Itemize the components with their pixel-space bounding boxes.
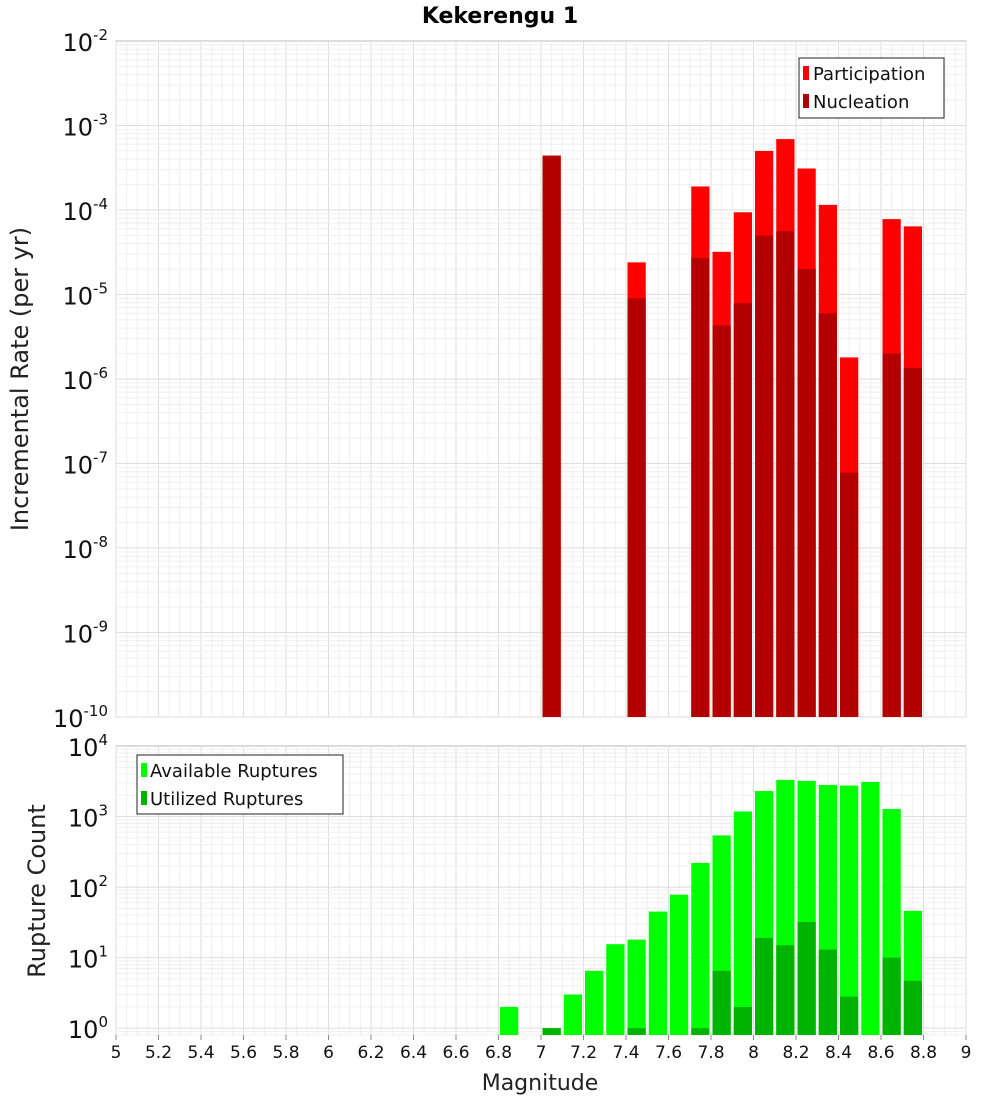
bottom-y-ticks: 100 101 102 103 104 bbox=[68, 731, 108, 1044]
y-tick-label: 10-10 bbox=[53, 702, 108, 733]
bar-nucleation bbox=[712, 325, 731, 717]
bar-utilized-ruptures bbox=[903, 980, 922, 1035]
bar-nucleation bbox=[840, 472, 859, 717]
bar-available-ruptures bbox=[606, 944, 625, 1035]
legend-label-participation: Participation bbox=[813, 64, 925, 85]
y-tick-label: 10-7 bbox=[62, 449, 108, 480]
bar-utilized-ruptures bbox=[712, 970, 731, 1035]
bar-utilized-ruptures bbox=[882, 957, 901, 1035]
bar-available-ruptures bbox=[733, 811, 752, 1035]
bar-utilized-ruptures bbox=[776, 945, 795, 1035]
bar-available-ruptures bbox=[648, 911, 667, 1035]
bottom-y-axis-label: Rupture Count bbox=[23, 804, 51, 978]
bar-available-ruptures bbox=[563, 994, 582, 1035]
x-tick-label: 5 bbox=[111, 1043, 122, 1063]
bar-available-ruptures bbox=[840, 785, 859, 1035]
bar-utilized-ruptures bbox=[818, 949, 837, 1035]
top-legend-box bbox=[798, 57, 945, 119]
x-tick-label: 6.2 bbox=[357, 1043, 384, 1063]
x-tick-label: 7 bbox=[536, 1043, 547, 1063]
bar-available-ruptures bbox=[585, 970, 604, 1035]
top-bars bbox=[542, 139, 922, 718]
top-grid bbox=[115, 41, 967, 718]
bar-available-ruptures bbox=[627, 939, 646, 1035]
top-y-ticks: 10-10 10-9 10-8 10-7 10-6 10-5 10-4 10-3 10-2 bbox=[53, 26, 108, 733]
y-tick-label: 10-8 bbox=[62, 533, 108, 564]
bar-available-ruptures bbox=[861, 781, 880, 1035]
x-tick-label: 7.6 bbox=[655, 1043, 682, 1063]
top-y-axis-label: Incremental Rate (per yr) bbox=[6, 227, 34, 531]
x-tick-label: 7.8 bbox=[697, 1043, 724, 1063]
bar-utilized-ruptures bbox=[733, 1006, 752, 1035]
bottom-legend: Available Ruptures Utilized Ruptures bbox=[136, 754, 344, 815]
x-tick-label: 5.8 bbox=[272, 1043, 299, 1063]
y-tick-label: 10-9 bbox=[62, 618, 108, 649]
x-tick-label: 5.2 bbox=[145, 1043, 172, 1063]
top-panel: 10-10 10-9 10-8 10-7 10-6 10-5 10-4 10-3 10-2 In… bbox=[6, 26, 967, 733]
x-tick-label: 9 bbox=[961, 1043, 972, 1063]
bar-nucleation bbox=[882, 353, 901, 717]
bar-nucleation bbox=[542, 155, 561, 718]
bottom-legend-box bbox=[136, 754, 344, 815]
legend-label-utilized-ruptures: Utilized Ruptures bbox=[150, 789, 303, 810]
bottom-panel: 100 101 102 103 104 5 5.2 5.4 5.6 5.8 6 6.2 6.4 6.6 6… bbox=[23, 731, 971, 1096]
bar-utilized-ruptures bbox=[627, 1028, 646, 1035]
bar-nucleation bbox=[691, 258, 710, 717]
bar-nucleation bbox=[733, 303, 752, 717]
y-tick-label: 102 bbox=[68, 872, 108, 903]
x-tick-label: 6.4 bbox=[400, 1043, 427, 1063]
bottom-bars bbox=[500, 779, 922, 1035]
bar-available-ruptures bbox=[691, 862, 710, 1035]
x-tick-label: 6.6 bbox=[442, 1043, 469, 1063]
bar-nucleation bbox=[903, 367, 922, 717]
y-tick-label: 10-3 bbox=[62, 111, 108, 142]
x-tick-label: 6 bbox=[323, 1043, 334, 1063]
bar-available-ruptures bbox=[500, 1006, 519, 1035]
x-tick-label: 8.8 bbox=[910, 1043, 937, 1063]
bar-nucleation bbox=[755, 235, 774, 718]
x-axis-label: Magnitude bbox=[482, 1071, 599, 1096]
x-tick-label: 7.2 bbox=[570, 1043, 597, 1063]
legend-label-available-ruptures: Available Ruptures bbox=[150, 761, 318, 782]
bar-nucleation bbox=[797, 269, 816, 717]
bar-nucleation bbox=[818, 313, 837, 717]
legend-swatch-nucleation bbox=[803, 94, 809, 108]
y-tick-label: 10-4 bbox=[62, 195, 108, 226]
x-tick-label: 5.6 bbox=[230, 1043, 257, 1063]
x-tick-label: 8.4 bbox=[825, 1043, 852, 1063]
y-tick-label: 103 bbox=[68, 802, 108, 833]
x-ticks: 5 5.2 5.4 5.6 5.8 6 6.2 6.4 6.6 6.8 7 7.2 7.4 7.6 7.8 8… bbox=[111, 1035, 972, 1063]
bar-utilized-ruptures bbox=[542, 1028, 561, 1035]
bar-nucleation bbox=[776, 231, 795, 717]
y-tick-label: 100 bbox=[68, 1013, 108, 1044]
bar-utilized-ruptures bbox=[840, 996, 859, 1035]
x-tick-label: 8.6 bbox=[867, 1043, 894, 1063]
x-tick-label: 7.4 bbox=[612, 1043, 639, 1063]
y-tick-label: 10-2 bbox=[62, 26, 108, 57]
bar-available-ruptures bbox=[670, 894, 689, 1035]
legend-swatch-participation bbox=[803, 66, 809, 80]
bar-utilized-ruptures bbox=[691, 1028, 710, 1035]
top-legend: Participation Nucleation bbox=[798, 57, 945, 119]
chart-title: Kekerengu 1 bbox=[422, 4, 578, 29]
legend-label-nucleation: Nucleation bbox=[813, 92, 909, 113]
y-tick-label: 10-5 bbox=[62, 280, 108, 311]
y-tick-label: 10-6 bbox=[62, 364, 108, 395]
legend-swatch-available-ruptures bbox=[141, 763, 147, 777]
x-tick-label: 8.2 bbox=[782, 1043, 809, 1063]
bar-utilized-ruptures bbox=[755, 937, 774, 1035]
bar-nucleation bbox=[627, 298, 646, 717]
x-tick-label: 6.8 bbox=[485, 1043, 512, 1063]
y-tick-label: 101 bbox=[68, 943, 108, 974]
bar-utilized-ruptures bbox=[797, 921, 816, 1035]
x-tick-label: 5.4 bbox=[187, 1043, 214, 1063]
legend-swatch-utilized-ruptures bbox=[141, 791, 147, 805]
x-tick-label: 8 bbox=[748, 1043, 759, 1063]
y-tick-label: 104 bbox=[68, 731, 108, 762]
